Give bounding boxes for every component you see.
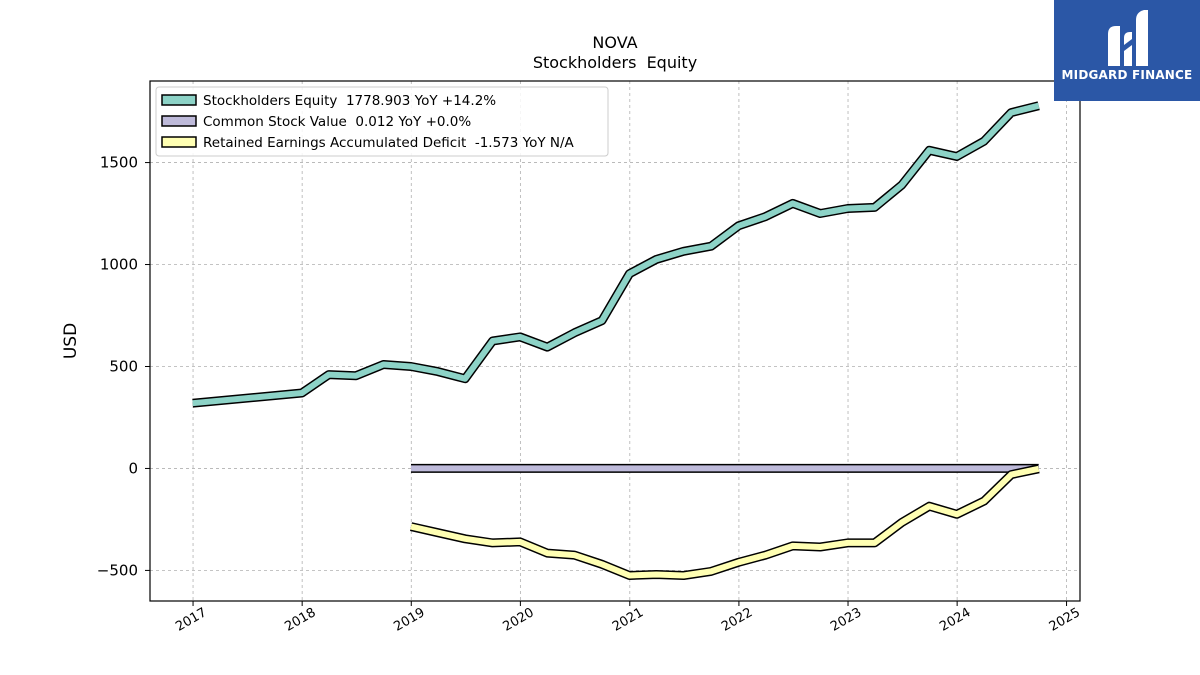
plot-frame xyxy=(149,80,1081,602)
y-axis-ticks: −500 0 500 1000 1500 xyxy=(97,154,150,579)
x-tick-label: 2022 xyxy=(719,605,755,635)
series-line-equity xyxy=(192,102,1040,407)
y-tick-label: 0 xyxy=(128,459,138,477)
x-tick-label: 2024 xyxy=(937,605,973,635)
legend-swatch-equity xyxy=(161,94,197,106)
legend-swatch-retained-earnings xyxy=(161,136,197,148)
y-tick-label: −500 xyxy=(97,561,138,579)
x-tick-label: 2020 xyxy=(501,605,537,635)
legend-box xyxy=(155,86,609,157)
series-line-retained-earnings xyxy=(410,465,1040,579)
x-axis-ticks: 2017 2018 2019 2020 2021 2022 2023 2024 2025 xyxy=(173,601,1083,635)
y-tick-label: 500 xyxy=(109,357,138,375)
legend-entry-common-stock: Common Stock Value 0.012 YoY +0.0% xyxy=(161,114,471,130)
x-tick-label: 2025 xyxy=(1047,605,1083,635)
chart-subtitle: Stockholders Equity xyxy=(533,53,697,72)
legend: Stockholders Equity 1778.903 YoY +14.2% … xyxy=(155,86,609,157)
x-tick-label: 2023 xyxy=(828,605,864,635)
legend-entry-equity: Stockholders Equity 1778.903 YoY +14.2% xyxy=(161,93,496,109)
y-tick-label: 1500 xyxy=(100,154,138,172)
y-axis-label: USD xyxy=(61,323,81,359)
grid-lines xyxy=(150,81,1080,601)
series-outline-retained-earnings xyxy=(410,464,1040,580)
legend-label-common-stock: Common Stock Value 0.012 YoY +0.0% xyxy=(203,114,471,130)
x-tick-label: 2021 xyxy=(610,605,646,635)
legend-label-equity: Stockholders Equity 1778.903 YoY +14.2% xyxy=(203,93,496,109)
x-tick-label: 2019 xyxy=(391,605,427,635)
series-lines xyxy=(192,101,1040,580)
brand-name: MIDGARD FINANCE xyxy=(1061,68,1193,82)
x-tick-label: 2018 xyxy=(282,605,318,635)
legend-swatch-common-stock xyxy=(161,115,197,127)
brand-logo: MIDGARD FINANCE xyxy=(1054,0,1200,101)
x-tick-label: 2017 xyxy=(173,605,209,635)
y-tick-label: 1000 xyxy=(100,256,138,274)
brand-logo-mark-icon xyxy=(1108,10,1148,66)
chart-title: NOVA xyxy=(592,33,637,52)
legend-label-retained-earnings: Retained Earnings Accumulated Deficit -1… xyxy=(203,135,575,151)
legend-entry-retained-earnings: Retained Earnings Accumulated Deficit -1… xyxy=(161,135,575,151)
